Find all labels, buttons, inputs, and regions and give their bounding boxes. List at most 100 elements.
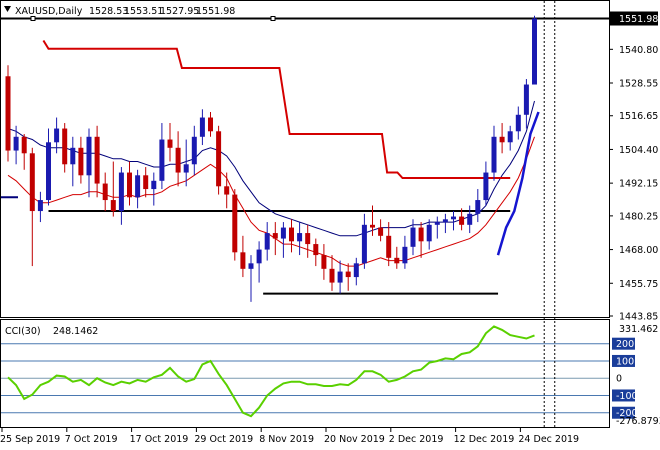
candle-body: [329, 268, 335, 283]
candle-body: [183, 164, 189, 173]
candle-12: [102, 172, 108, 212]
candle-43: [353, 257, 359, 286]
candle-body: [224, 186, 230, 195]
price-tick-label: 1504.40: [619, 145, 658, 156]
time-tick-label: 17 Oct 2019: [130, 434, 189, 445]
cci-level-box: [612, 389, 635, 402]
cci-pane: [0, 319, 610, 428]
last-price-box: [610, 11, 658, 26]
candle-body: [402, 246, 408, 264]
price-tick-label: 1540.80: [619, 45, 658, 56]
candle-body: [451, 216, 456, 220]
candle-62: [507, 125, 513, 151]
candle-body: [208, 117, 213, 132]
candle-body: [532, 18, 537, 85]
price-tick-label: 1516.65: [619, 111, 658, 122]
cci-level-label: -200: [616, 408, 638, 419]
candle-body: [353, 263, 359, 278]
last-price-label: 1551.98: [619, 14, 658, 25]
candle-49: [402, 235, 408, 269]
candle-26: [216, 125, 222, 195]
candle-16: [135, 169, 141, 209]
candle-18: [151, 172, 157, 206]
cci-level-box: [612, 354, 635, 367]
cci-level-tag: 100: [612, 354, 635, 367]
candle-body: [167, 139, 173, 148]
candle-30: [248, 255, 254, 302]
candle-body: [127, 172, 132, 198]
price-tick-label: 1455.75: [619, 279, 658, 290]
time-tick-label: 8 Nov 2019: [259, 434, 314, 445]
candle-50: [410, 219, 416, 256]
candle-4: [37, 191, 43, 223]
cci-min-label: -276.8793: [616, 416, 660, 427]
candle-6: [54, 117, 60, 154]
time-tick-label: 2 Dec 2019: [389, 434, 444, 445]
candle-56: [459, 208, 465, 231]
cci-level-label: 100: [616, 356, 634, 367]
candle-body: [21, 136, 27, 154]
candle-body: [313, 244, 319, 256]
candle-body: [175, 147, 181, 173]
candle-42: [345, 263, 351, 291]
candle-body: [370, 224, 375, 228]
candle-24: [199, 109, 205, 146]
candle-body: [70, 147, 76, 165]
candle-body: [54, 128, 60, 143]
ohlc-open: 1528.53: [89, 6, 128, 17]
candle-45: [370, 205, 375, 236]
candle-body: [426, 224, 432, 242]
candle-29: [240, 235, 246, 278]
candle-body: [272, 233, 278, 239]
resistance-line: [42, 39, 511, 179]
candle-body: [264, 233, 270, 250]
price-overlays: [1, 1, 609, 427]
trend-line-blue: [496, 111, 540, 256]
line-handle-left: [30, 16, 36, 22]
ohlc-low: 1527.95: [160, 6, 199, 17]
cci-level-box: [612, 337, 635, 350]
candle-61: [499, 123, 505, 154]
candle-55: [451, 211, 456, 231]
candle-body: [280, 227, 286, 239]
candle-65: [532, 15, 537, 85]
candle-0: [5, 65, 11, 162]
candle-body: [418, 227, 424, 242]
candle-body: [483, 172, 489, 201]
candle-body: [289, 227, 294, 242]
candle-body: [118, 172, 124, 212]
price-tick-label: 1468.00: [619, 245, 658, 256]
cci-level-label: 200: [616, 339, 634, 350]
candle-59: [483, 161, 489, 206]
candle-body: [515, 114, 521, 132]
cci-level-tag: -200: [612, 406, 638, 419]
collapse-triangle-icon[interactable]: [4, 6, 11, 12]
candle-body: [29, 153, 35, 212]
candle-25: [208, 112, 213, 137]
candle-54: [442, 213, 448, 234]
candle-body: [216, 131, 222, 187]
candle-20: [167, 123, 173, 162]
candle-body: [337, 271, 343, 283]
time-axis: 25 Sep 2019 7 Oct 2019 17 Oct 2019 29 Oct 2…: [0, 427, 579, 445]
candle-19: [159, 123, 165, 190]
candle-5: [46, 128, 51, 206]
candle-3: [29, 147, 35, 267]
candle-body: [62, 128, 68, 165]
candle-10: [86, 128, 92, 198]
candle-37: [305, 224, 311, 258]
candle-15: [127, 161, 132, 206]
cci-header: CCI(30) 248.1462: [5, 326, 98, 337]
candle-body: [5, 76, 11, 151]
candle-body: [13, 136, 19, 151]
candle-body: [191, 136, 197, 165]
cci-value: 248.1462: [53, 326, 98, 337]
candle-body: [78, 147, 84, 176]
price-tick-label: 1443.85: [619, 312, 658, 323]
candle-body: [135, 175, 141, 198]
candle-39: [321, 244, 327, 280]
candle-48: [394, 246, 400, 269]
candle-body: [297, 233, 303, 242]
candle-27: [224, 172, 230, 209]
candle-38: [313, 238, 319, 267]
